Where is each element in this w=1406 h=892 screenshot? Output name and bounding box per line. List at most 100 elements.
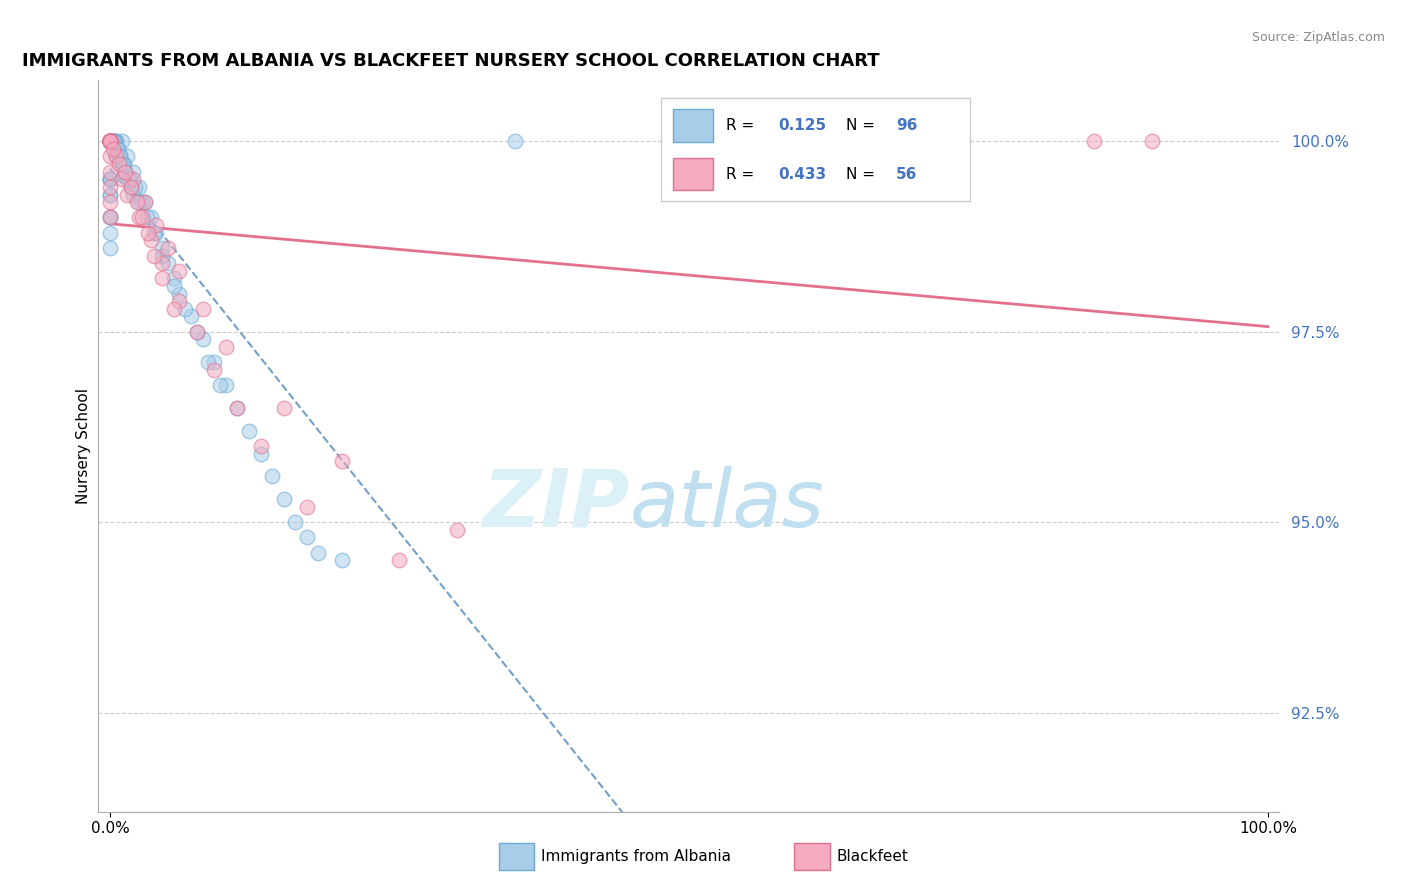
Point [215, 378, 238, 392]
Point [503, 134, 526, 148]
Point [226, 401, 249, 415]
FancyBboxPatch shape [661, 98, 970, 201]
Point [103, 134, 125, 148]
Point [98, 134, 121, 148]
Point [98, 134, 121, 148]
Point [169, 294, 191, 309]
Point [98, 134, 121, 148]
Point [101, 134, 124, 148]
Text: N =: N = [846, 119, 880, 133]
Point [202, 355, 225, 369]
Point [150, 271, 173, 285]
Point [103, 134, 125, 148]
Point [98, 134, 121, 148]
Point [98, 172, 121, 186]
Point [124, 180, 146, 194]
Point [98, 134, 121, 148]
Point [98, 134, 121, 148]
Point [107, 142, 129, 156]
Point [114, 164, 136, 178]
Point [98, 195, 121, 210]
Point [98, 134, 121, 148]
Point [156, 256, 179, 270]
Point [180, 310, 202, 324]
Point [98, 187, 121, 202]
Point [186, 325, 208, 339]
Point [98, 226, 121, 240]
Point [678, 134, 700, 148]
Point [117, 149, 139, 163]
Point [110, 157, 132, 171]
Point [238, 424, 260, 438]
Point [122, 172, 145, 186]
Text: R =: R = [725, 119, 759, 133]
Point [120, 180, 142, 194]
Point [108, 157, 131, 171]
Point [98, 134, 121, 148]
Point [105, 142, 128, 156]
Text: Source: ZipAtlas.com: Source: ZipAtlas.com [1251, 31, 1385, 45]
Point [98, 134, 121, 148]
Bar [673, 110, 713, 142]
Point [1083, 134, 1105, 148]
Point [101, 134, 124, 148]
Point [131, 211, 153, 225]
Point [98, 134, 121, 148]
Point [100, 134, 122, 148]
Point [111, 157, 134, 171]
Point [98, 134, 121, 148]
Point [98, 134, 121, 148]
Text: R =: R = [725, 167, 759, 182]
Point [98, 134, 121, 148]
Point [174, 301, 197, 316]
Point [108, 149, 131, 163]
Point [98, 172, 121, 186]
Point [122, 187, 145, 202]
Text: ZIP: ZIP [482, 466, 630, 543]
Point [98, 134, 121, 148]
Point [104, 134, 127, 148]
Text: 0.433: 0.433 [779, 167, 827, 182]
Point [114, 164, 136, 178]
Point [98, 211, 121, 225]
Point [150, 256, 173, 270]
Text: N =: N = [846, 167, 880, 182]
Text: 96: 96 [896, 119, 917, 133]
Point [98, 172, 121, 186]
Text: 56: 56 [896, 167, 917, 182]
Point [197, 355, 219, 369]
Point [98, 134, 121, 148]
Point [98, 134, 121, 148]
Point [249, 447, 271, 461]
Y-axis label: Nursery School: Nursery School [76, 388, 91, 504]
Point [191, 301, 214, 316]
Text: Immigrants from Albania: Immigrants from Albania [541, 849, 731, 863]
Point [108, 149, 131, 163]
Point [388, 553, 411, 567]
Point [110, 134, 132, 148]
Point [98, 134, 121, 148]
Point [330, 553, 353, 567]
Point [169, 286, 191, 301]
Point [143, 226, 166, 240]
Point [98, 134, 121, 148]
Point [98, 211, 121, 225]
Point [107, 149, 129, 163]
Point [122, 164, 145, 178]
Point [307, 546, 329, 560]
Point [98, 134, 121, 148]
Point [98, 134, 121, 148]
Point [118, 172, 141, 186]
Text: IMMIGRANTS FROM ALBANIA VS BLACKFEET NURSERY SCHOOL CORRELATION CHART: IMMIGRANTS FROM ALBANIA VS BLACKFEET NUR… [21, 53, 879, 70]
Point [98, 134, 121, 148]
Point [128, 180, 150, 194]
Point [98, 134, 121, 148]
Point [98, 134, 121, 148]
Point [98, 164, 121, 178]
Point [330, 454, 353, 468]
Point [163, 271, 186, 285]
Point [215, 340, 238, 354]
Point [98, 134, 121, 148]
Point [103, 142, 125, 156]
Point [156, 241, 179, 255]
